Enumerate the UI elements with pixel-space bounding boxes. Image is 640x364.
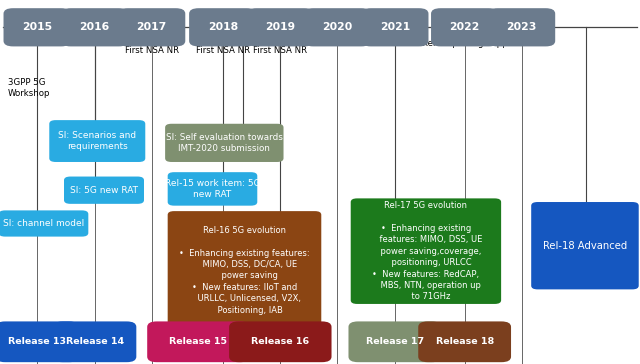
FancyBboxPatch shape [349,321,442,362]
FancyBboxPatch shape [0,210,88,237]
FancyBboxPatch shape [4,8,70,46]
FancyBboxPatch shape [531,202,639,289]
FancyBboxPatch shape [304,8,371,46]
Text: Release 16: Release 16 [252,337,309,346]
Text: First NSA NR: First NSA NR [253,47,307,55]
Text: SI: 5G new RAT: SI: 5G new RAT [70,186,138,195]
Text: 2021: 2021 [380,22,410,32]
Text: 2018: 2018 [207,22,238,32]
FancyBboxPatch shape [431,8,499,46]
Text: Release 15: Release 15 [170,337,227,346]
FancyBboxPatch shape [419,321,511,362]
FancyBboxPatch shape [53,321,136,362]
Text: 2022: 2022 [449,22,480,32]
Text: Rel-15 work item: 5G
new RAT: Rel-15 work item: 5G new RAT [164,179,260,199]
Text: 3GPP 5G
Workshop: 3GPP 5G Workshop [8,78,50,98]
FancyBboxPatch shape [168,211,321,329]
Text: SI: Self evaluation towards
IMT-2020 submission: SI: Self evaluation towards IMT-2020 sub… [166,132,283,153]
Text: Rel-16 5G evolution

•  Enhancing existing features:
    MIMO, DSS, DC/CA, UE
  : Rel-16 5G evolution • Enhancing existing… [179,226,310,315]
Text: 2017: 2017 [136,22,167,32]
FancyBboxPatch shape [361,8,429,46]
Text: Release 18: Release 18 [435,337,494,346]
Text: Release 14: Release 14 [66,337,124,346]
FancyBboxPatch shape [165,124,284,162]
Text: First NSA NR: First NSA NR [196,47,250,55]
Text: 2019: 2019 [265,22,296,32]
FancyBboxPatch shape [147,321,250,362]
FancyBboxPatch shape [351,198,501,304]
Text: Rel-17 5G evolution

•  Enhancing existing
    features: MIMO, DSS, UE
    power: Rel-17 5G evolution • Enhancing existing… [369,201,483,301]
FancyBboxPatch shape [61,8,128,46]
FancyBboxPatch shape [0,321,79,362]
Text: Rel-18 package approved: Rel-18 package approved [422,39,532,48]
FancyBboxPatch shape [189,8,256,46]
FancyBboxPatch shape [118,8,186,46]
FancyBboxPatch shape [168,172,257,206]
FancyBboxPatch shape [229,321,332,362]
FancyBboxPatch shape [488,8,555,46]
Text: 2015: 2015 [22,22,52,32]
FancyBboxPatch shape [64,177,144,204]
Text: 2023: 2023 [506,22,537,32]
Text: First NSA NR: First NSA NR [125,47,179,55]
Text: SI: channel model: SI: channel model [3,219,84,228]
FancyBboxPatch shape [49,120,145,162]
Text: 2020: 2020 [322,22,353,32]
FancyBboxPatch shape [247,8,314,46]
Text: Release 17: Release 17 [366,337,424,346]
Text: SI: Scenarios and
requirements: SI: Scenarios and requirements [58,131,136,151]
Text: Rel-18 Advanced: Rel-18 Advanced [543,241,627,251]
Text: Release 13: Release 13 [8,337,66,346]
Text: 2016: 2016 [79,22,110,32]
